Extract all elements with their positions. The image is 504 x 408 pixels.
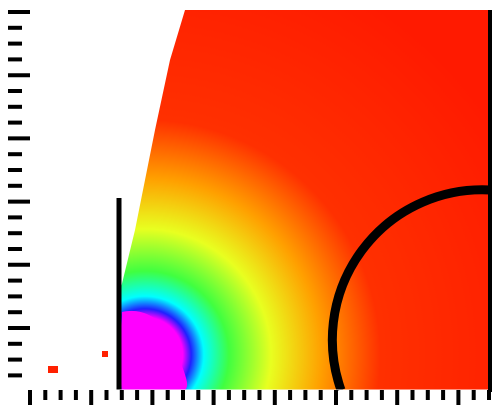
ring-marker bbox=[327, 185, 491, 392]
axis-ticks bbox=[8, 10, 492, 405]
speck bbox=[102, 351, 108, 357]
core-region bbox=[122, 310, 188, 390]
intensity-wedge bbox=[118, 10, 490, 390]
speck bbox=[48, 366, 58, 373]
